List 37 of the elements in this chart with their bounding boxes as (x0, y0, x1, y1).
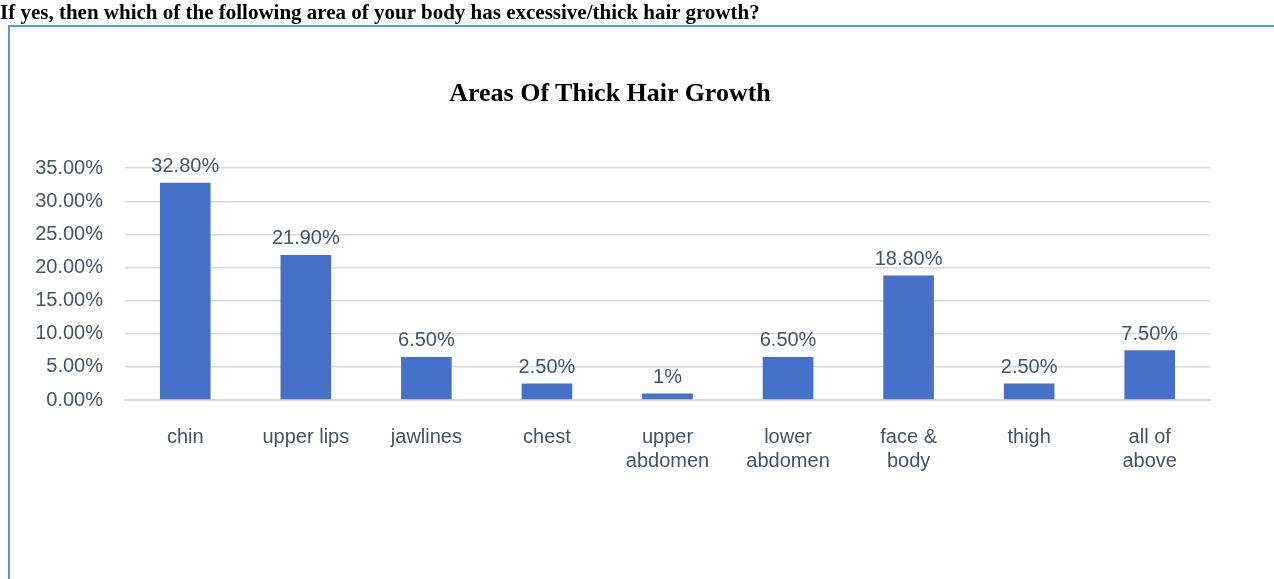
x-tick-label: all of above (1122, 424, 1177, 471)
y-tick-label: 0.00% (46, 387, 104, 410)
y-tick-label: 15.00% (35, 288, 104, 311)
y-tick-label: 35.00% (35, 155, 104, 178)
bar (280, 254, 332, 400)
x-tick-label: upper abdomen (625, 424, 710, 471)
x-tick-label: chin (166, 424, 204, 447)
bar (1124, 350, 1176, 400)
y-tick-label: 10.00% (35, 321, 104, 344)
data-label: 32.80% (151, 154, 220, 177)
data-label: 6.50% (759, 328, 817, 351)
bar (159, 182, 211, 400)
bar (883, 275, 934, 400)
x-tick-label: thigh (1007, 424, 1051, 447)
bar (401, 356, 452, 400)
chart-title: Areas Of Thick Hair Growth (449, 78, 772, 108)
data-label: 6.50% (398, 328, 455, 351)
x-tick-label: jawlines (389, 424, 462, 447)
data-label: 2.50% (1000, 354, 1058, 377)
data-label: 7.50% (1121, 321, 1179, 344)
x-tick-label: lower abdomen (746, 424, 830, 471)
bar (642, 393, 693, 400)
data-label: 21.90% (271, 226, 340, 249)
bar (762, 356, 814, 400)
y-tick-label: 20.00% (35, 255, 104, 278)
data-label: 2.50% (518, 354, 576, 377)
data-label: 18.80% (874, 247, 943, 270)
text: If yes, then which of the following area of your body has excessive/thick hair growth? (0, 0, 760, 24)
data-label: 1% (653, 364, 683, 387)
y-tick-label: 25.00% (35, 221, 104, 244)
y-tick-label: 30.00% (35, 188, 104, 211)
x-tick-label: chest (523, 424, 572, 447)
x-tick-label: face & body (880, 424, 938, 471)
bar (1003, 383, 1055, 400)
x-tick-label: upper lips (262, 424, 350, 447)
bar (521, 383, 573, 400)
y-tick-label: 5.00% (46, 354, 104, 377)
